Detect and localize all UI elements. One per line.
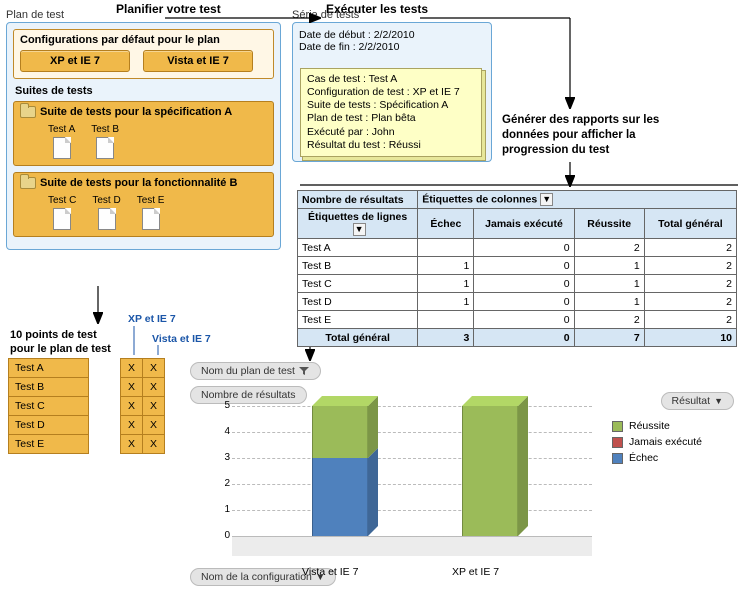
config-header: Configurations par défaut pour le plan	[20, 34, 267, 46]
note-line: Résultat du test : Réussi	[307, 139, 475, 152]
default-configs-box: Configurations par défaut pour le plan X…	[13, 29, 274, 79]
test-item[interactable]: Test D	[92, 195, 120, 230]
list-item: XX	[121, 416, 165, 435]
pivot-col-echec: Échec	[418, 209, 474, 239]
dropdown-icon[interactable]: ▼	[353, 223, 366, 236]
legend-swatch-never	[612, 437, 623, 448]
test-item[interactable]: Test C	[48, 195, 76, 230]
list-item: XX	[121, 435, 165, 454]
pivot-col-reussite: Réussite	[574, 209, 644, 239]
legend-swatch-success	[612, 421, 623, 432]
report-caption: Générer des rapports sur les données pou…	[502, 113, 682, 158]
run-panel-label: Série de tests	[292, 9, 359, 21]
run-start-date: Date de début : 2/2/2010	[299, 29, 485, 41]
chart-bar-segment	[312, 458, 368, 536]
table-row: Test E022	[298, 311, 737, 329]
suite-box-b: Suite de tests pour la fonctionnalité B …	[13, 172, 274, 237]
suite-title-b: Suite de tests pour la fonctionnalité B	[40, 177, 237, 189]
list-item: Test E	[9, 435, 89, 454]
pivot-col-labels[interactable]: Étiquettes de colonnes▼	[418, 191, 737, 209]
chart-legend: Réussite Jamais exécuté Échec	[612, 416, 738, 468]
plan-name-pill[interactable]: Nom du plan de test	[190, 362, 321, 380]
matrix-column-labels: XP et IE 7 Vista et IE 7	[128, 313, 176, 325]
pivot-total-cell: 3	[418, 329, 474, 347]
pivot-col-jamais: Jamais exécuté	[474, 209, 574, 239]
test-result-note: Cas de test : Test A Configuration de te…	[300, 68, 482, 157]
legend-label-success: Réussite	[629, 420, 670, 432]
filter-icon	[298, 366, 310, 376]
note-line: Configuration de test : XP et IE 7	[307, 86, 475, 99]
list-item: Test C	[9, 397, 89, 416]
test-item[interactable]: Test B	[91, 124, 119, 159]
pivot-table: Nombre de résultats Étiquettes de colonn…	[297, 190, 737, 347]
document-icon	[98, 208, 116, 230]
plan-panel-label: Plan de test	[6, 9, 64, 21]
list-item: Test A	[9, 359, 89, 378]
suite-box-a: Suite de tests pour la spécification A T…	[13, 101, 274, 166]
dropdown-icon: ▼	[714, 396, 723, 406]
config-button-vista[interactable]: Vista et IE 7	[143, 50, 253, 72]
points-marks-table: XXXXXXXXXX	[120, 358, 165, 454]
chart-x-label: Vista et IE 7	[302, 566, 358, 578]
test-item[interactable]: Test A	[48, 124, 75, 159]
table-row: Test A022	[298, 239, 737, 257]
chart-plot	[232, 406, 592, 556]
document-icon	[53, 137, 71, 159]
dropdown-icon[interactable]: ▼	[540, 193, 553, 206]
test-plan-panel: Configurations par défaut pour le plan X…	[6, 22, 281, 250]
pivot-col-total: Total général	[644, 209, 736, 239]
list-item: Test B	[9, 378, 89, 397]
config-button-xp[interactable]: XP et IE 7	[20, 50, 130, 72]
pivot-row-labels[interactable]: Étiquettes de lignes▼	[298, 209, 418, 239]
document-icon	[53, 208, 71, 230]
suite-title-a: Suite de tests pour la spécification A	[40, 106, 232, 118]
list-item: XX	[121, 359, 165, 378]
run-end-date: Date de fin : 2/2/2010	[299, 41, 485, 53]
pivot-total-cell: 0	[474, 329, 574, 347]
list-item: XX	[121, 378, 165, 397]
chart-floor	[232, 536, 592, 556]
note-line: Suite de tests : Spécification A	[307, 99, 475, 112]
pivot-total-label: Total général	[298, 329, 418, 347]
list-item: Test D	[9, 416, 89, 435]
count-pill[interactable]: Nombre de résultats	[190, 386, 307, 404]
document-icon	[96, 137, 114, 159]
legend-swatch-fail	[612, 453, 623, 464]
result-pill[interactable]: Résultat▼	[661, 392, 734, 410]
chart-area: Nom du plan de test Nombre de résultats …	[190, 362, 740, 592]
list-item: XX	[121, 397, 165, 416]
points-caption: 10 points de test pour le plan de test	[10, 328, 120, 357]
document-icon	[142, 208, 160, 230]
pivot-count-label: Nombre de résultats	[298, 191, 418, 209]
table-row: Test D1012	[298, 293, 737, 311]
plan-header: Planifier votre test	[116, 2, 221, 16]
suites-header: Suites de tests	[15, 85, 274, 97]
chart-x-label: XP et IE 7	[452, 566, 499, 578]
note-line: Plan de test : Plan bêta	[307, 112, 475, 125]
points-rows-table: Test ATest BTest CTest DTest E	[8, 358, 89, 454]
pivot-total-cell: 7	[574, 329, 644, 347]
folder-icon	[20, 106, 36, 118]
legend-label-fail: Échec	[629, 452, 658, 464]
table-row: Test C1012	[298, 275, 737, 293]
chart-bar-segment	[312, 406, 368, 458]
test-item[interactable]: Test E	[137, 195, 165, 230]
table-row: Test B1012	[298, 257, 737, 275]
note-line: Exécuté par : John	[307, 126, 475, 139]
folder-icon	[20, 177, 36, 189]
pivot-total-cell: 10	[644, 329, 736, 347]
note-line: Cas de test : Test A	[307, 73, 475, 86]
legend-label-never: Jamais exécuté	[629, 436, 702, 448]
chart-bar-segment	[462, 406, 518, 536]
